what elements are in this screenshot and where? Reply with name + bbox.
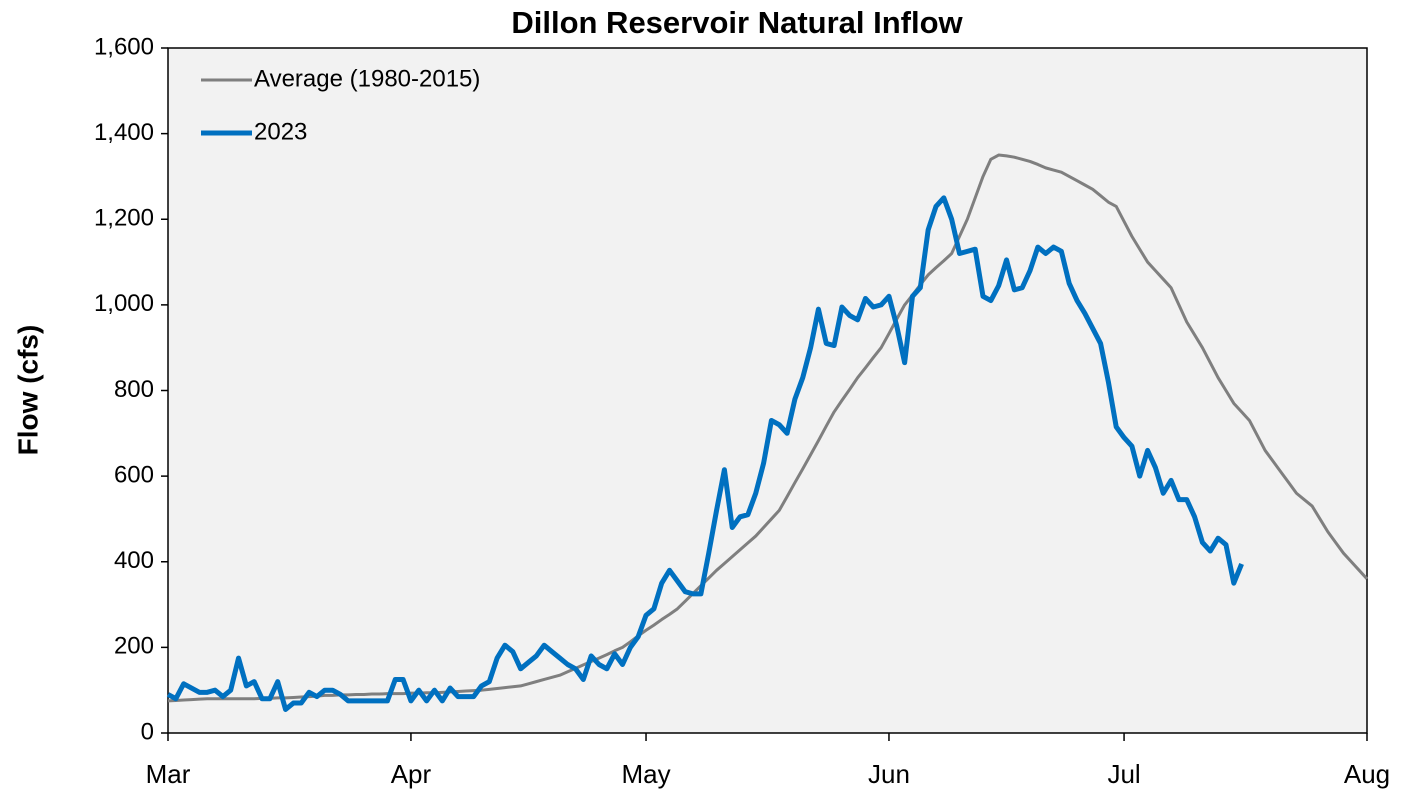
y-tick-label: 1,200: [94, 205, 154, 232]
x-tick-label: May: [621, 759, 670, 789]
y-tick-label: 800: [114, 376, 154, 403]
x-tick-label: Apr: [391, 759, 432, 789]
legend-label: 2023: [254, 118, 307, 145]
plot-area: [167, 47, 1368, 734]
y-tick-label: 0: [141, 718, 154, 745]
legend-label: Average (1980-2015): [254, 65, 480, 92]
x-tick-label: Jun: [868, 759, 910, 789]
y-tick-label: 400: [114, 547, 154, 574]
y-tick-label: 1,600: [94, 33, 154, 60]
x-tick-label: Mar: [146, 759, 191, 789]
x-tick-label: Jul: [1107, 759, 1140, 789]
chart-title: Dillon Reservoir Natural Inflow: [511, 5, 963, 40]
y-tick-label: 1,400: [94, 119, 154, 146]
y-tick-label: 1,000: [94, 290, 154, 317]
series-line: [167, 153, 1369, 703]
x-tick-label: Aug: [1344, 759, 1390, 789]
y-axis-label: Flow (cfs): [12, 325, 43, 456]
y-tick-label: 600: [114, 461, 154, 488]
series-line: [166, 195, 1244, 712]
y-tick-label: 200: [114, 633, 154, 660]
